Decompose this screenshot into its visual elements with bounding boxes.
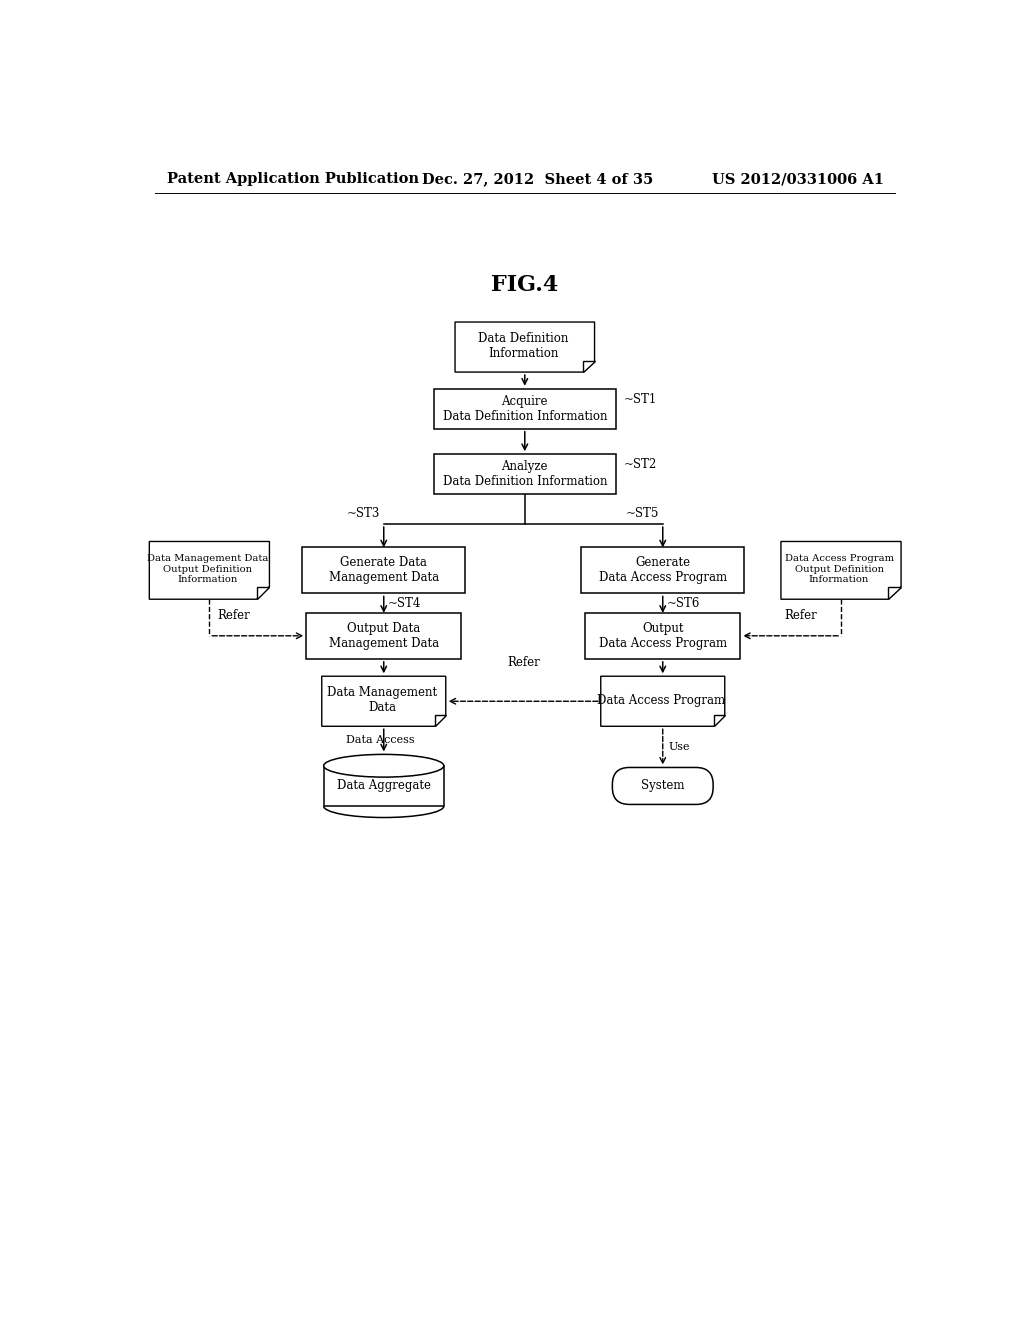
Bar: [324, 766, 443, 807]
Text: ~ST5: ~ST5: [626, 507, 658, 520]
Ellipse shape: [324, 755, 443, 777]
Text: Acquire
Data Definition Information: Acquire Data Definition Information: [442, 395, 607, 422]
Text: Refer: Refer: [784, 610, 817, 622]
Text: ~ST1: ~ST1: [624, 393, 656, 407]
Polygon shape: [714, 715, 725, 726]
Text: ~ST2: ~ST2: [624, 458, 656, 471]
Text: ~ST6: ~ST6: [667, 598, 700, 610]
Bar: [582, 548, 744, 594]
Polygon shape: [257, 586, 269, 599]
Polygon shape: [322, 676, 445, 726]
Bar: [306, 612, 461, 659]
Polygon shape: [434, 715, 445, 726]
Text: Generate
Data Access Program: Generate Data Access Program: [599, 556, 727, 585]
Polygon shape: [150, 541, 269, 599]
Text: Analyze
Data Definition Information: Analyze Data Definition Information: [442, 461, 607, 488]
Bar: [302, 548, 465, 594]
Polygon shape: [601, 676, 725, 726]
Bar: [434, 454, 615, 494]
Text: Dec. 27, 2012  Sheet 4 of 35: Dec. 27, 2012 Sheet 4 of 35: [423, 172, 653, 186]
Text: Refer: Refer: [507, 656, 540, 668]
Polygon shape: [781, 541, 901, 599]
Text: FIG.4: FIG.4: [492, 275, 558, 297]
Text: Generate Data
Management Data: Generate Data Management Data: [329, 556, 439, 585]
Bar: [434, 388, 615, 429]
Text: Data Management
Data: Data Management Data: [327, 686, 437, 714]
Text: Data Aggregate: Data Aggregate: [337, 779, 431, 792]
Text: Use: Use: [669, 742, 690, 752]
Text: System: System: [641, 779, 684, 792]
Text: Data Definition
Information: Data Definition Information: [478, 331, 568, 360]
Text: Data Access Program
Output Definition
Information: Data Access Program Output Definition In…: [784, 554, 894, 583]
Text: ~ST3: ~ST3: [346, 507, 380, 520]
Bar: [586, 612, 740, 659]
Polygon shape: [888, 586, 901, 599]
Text: US 2012/0331006 A1: US 2012/0331006 A1: [712, 172, 884, 186]
Text: Output
Data Access Program: Output Data Access Program: [599, 622, 727, 649]
FancyBboxPatch shape: [612, 767, 713, 804]
Text: Data Management Data
Output Definition
Information: Data Management Data Output Definition I…: [146, 554, 268, 583]
Text: Refer: Refer: [217, 610, 250, 622]
Text: ~ST4: ~ST4: [388, 598, 421, 610]
Text: Patent Application Publication: Patent Application Publication: [167, 172, 419, 186]
Polygon shape: [584, 362, 595, 372]
Text: Data Access: Data Access: [345, 735, 414, 746]
Polygon shape: [455, 322, 595, 372]
Text: Output Data
Management Data: Output Data Management Data: [329, 622, 439, 649]
Text: Data Access Program: Data Access Program: [597, 693, 725, 706]
